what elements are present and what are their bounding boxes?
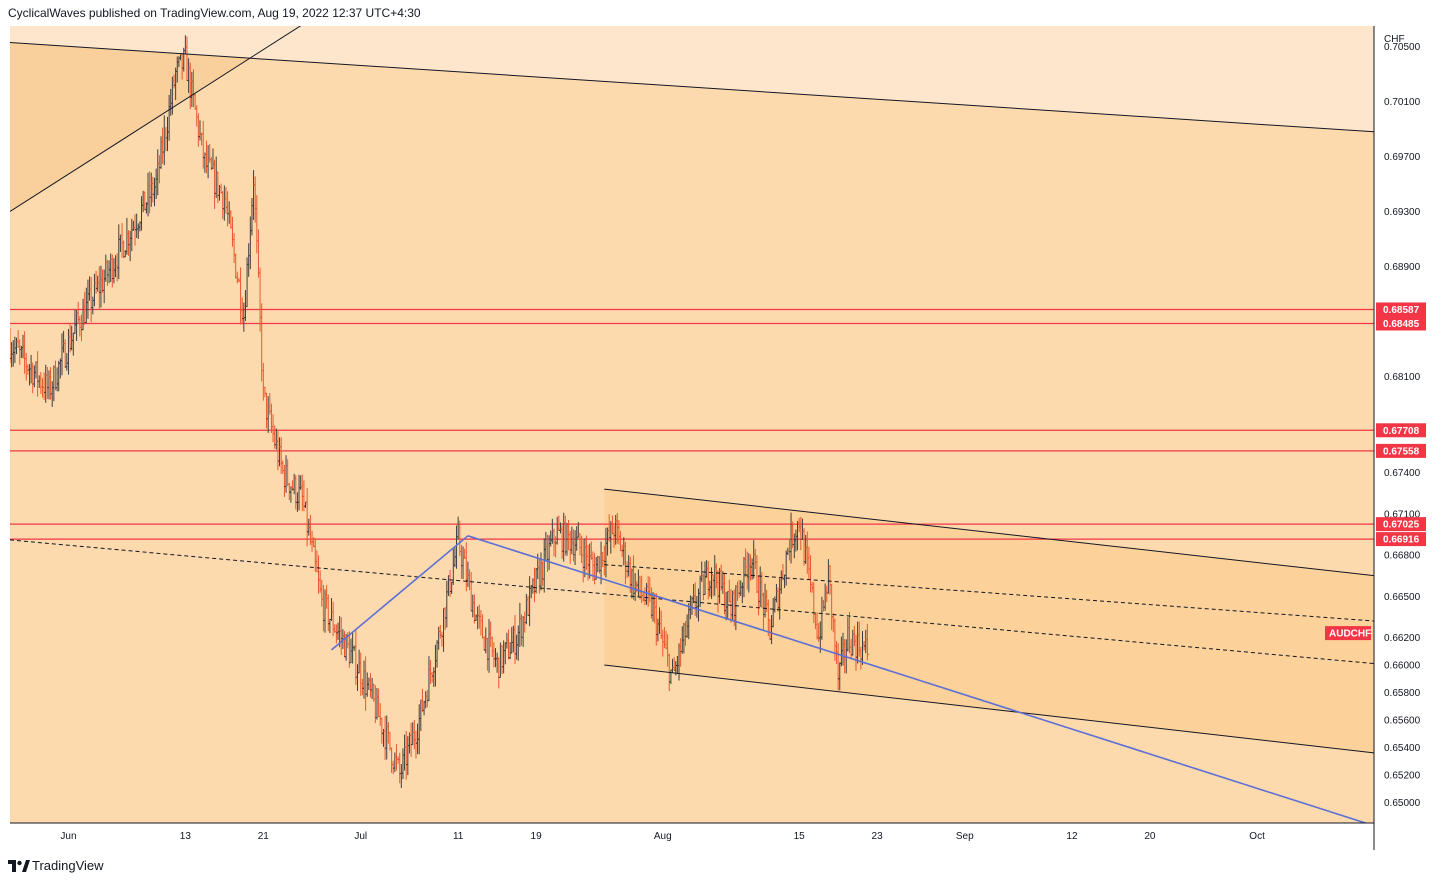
svg-text:0.68587: 0.68587 (1383, 305, 1420, 316)
time-tick-label: 20 (1144, 831, 1156, 842)
level-price-label: 0.67558 (1376, 443, 1426, 458)
price-bar (865, 623, 870, 661)
price-tick-label: 0.70100 (1384, 97, 1421, 108)
publication-header: CyclicalWaves published on TradingView.c… (8, 6, 421, 20)
trendline-blue-fall (467, 535, 1369, 823)
trendline-channel-top (604, 488, 1374, 577)
time-tick-label: 11 (453, 831, 464, 842)
trendline-upper-resistance (10, 41, 1374, 133)
footer-brand: TradingView (32, 858, 104, 873)
price-tick-label: 0.65400 (1384, 743, 1421, 754)
price-tick-label: 0.66500 (1384, 592, 1421, 603)
price-tick-label: 0.70500 (1384, 42, 1421, 53)
trendline-blue-rise (331, 535, 469, 651)
svg-text:0.67708: 0.67708 (1383, 426, 1420, 437)
price-tick-label: 0.65000 (1384, 798, 1421, 809)
tradingview-logo-icon (8, 859, 30, 873)
time-tick-label: 19 (531, 831, 543, 842)
level-price-label: 0.68485 (1376, 316, 1426, 331)
time-tick-label: Jul (354, 831, 367, 842)
svg-text:AUDCHF: AUDCHF (1329, 629, 1371, 640)
time-tick-label: Oct (1249, 831, 1265, 842)
time-tick-label: 13 (180, 831, 192, 842)
price-tick-label: 0.66800 (1384, 551, 1421, 562)
time-tick-label: Aug (654, 831, 672, 842)
svg-text:0.68485: 0.68485 (1383, 319, 1420, 330)
trendline-channel-bottom (604, 664, 1374, 754)
time-tick-label: 15 (794, 831, 806, 842)
trendline-mid-dashed (10, 539, 1374, 665)
price-tick-label: 0.65800 (1384, 688, 1421, 699)
level-price-label: 0.68587 (1376, 302, 1426, 317)
trendline-wedge-support (10, 26, 302, 212)
price-tick-label: 0.67100 (1384, 509, 1421, 520)
currency-label: CHF (1384, 34, 1405, 45)
trendline-mid-dashed-2 (604, 564, 1374, 622)
svg-text:0.67558: 0.67558 (1383, 446, 1420, 457)
price-tick-label: 0.68100 (1384, 372, 1421, 383)
price-tick-label: 0.66200 (1384, 633, 1421, 644)
time-tick-label: 12 (1066, 831, 1078, 842)
price-tick-label: 0.65600 (1384, 715, 1421, 726)
time-tick-label: 23 (872, 831, 884, 842)
time-axis: Jun 13 21 Jul 11 19 Aug 15 23 Sep 12 20 Oct (60, 831, 1265, 842)
svg-text:0.66916: 0.66916 (1383, 535, 1420, 546)
time-tick-label: Jun (60, 831, 76, 842)
price-tick-label: 0.67400 (1384, 468, 1421, 479)
price-bars (10, 35, 870, 788)
price-tick-label: 0.65200 (1384, 770, 1421, 781)
time-tick-label: 21 (258, 831, 270, 842)
price-tick-label: 0.69300 (1384, 207, 1421, 218)
upper-zone-fill (10, 26, 1374, 132)
price-tick-label: 0.69700 (1384, 152, 1421, 163)
tradingview-footer[interactable]: TradingView (8, 858, 104, 873)
time-tick-label: Sep (956, 831, 974, 842)
level-price-label: 0.66916 (1376, 532, 1426, 547)
plot-layer (10, 26, 1374, 823)
level-price-label: 0.67025 (1376, 517, 1426, 532)
symbol-tag: AUDCHF (1325, 626, 1371, 641)
svg-text:0.67025: 0.67025 (1383, 520, 1420, 531)
price-tick-label: 0.66000 (1384, 660, 1421, 671)
level-price-label: 0.67708 (1376, 423, 1426, 438)
price-tick-label: 0.68900 (1384, 262, 1421, 273)
